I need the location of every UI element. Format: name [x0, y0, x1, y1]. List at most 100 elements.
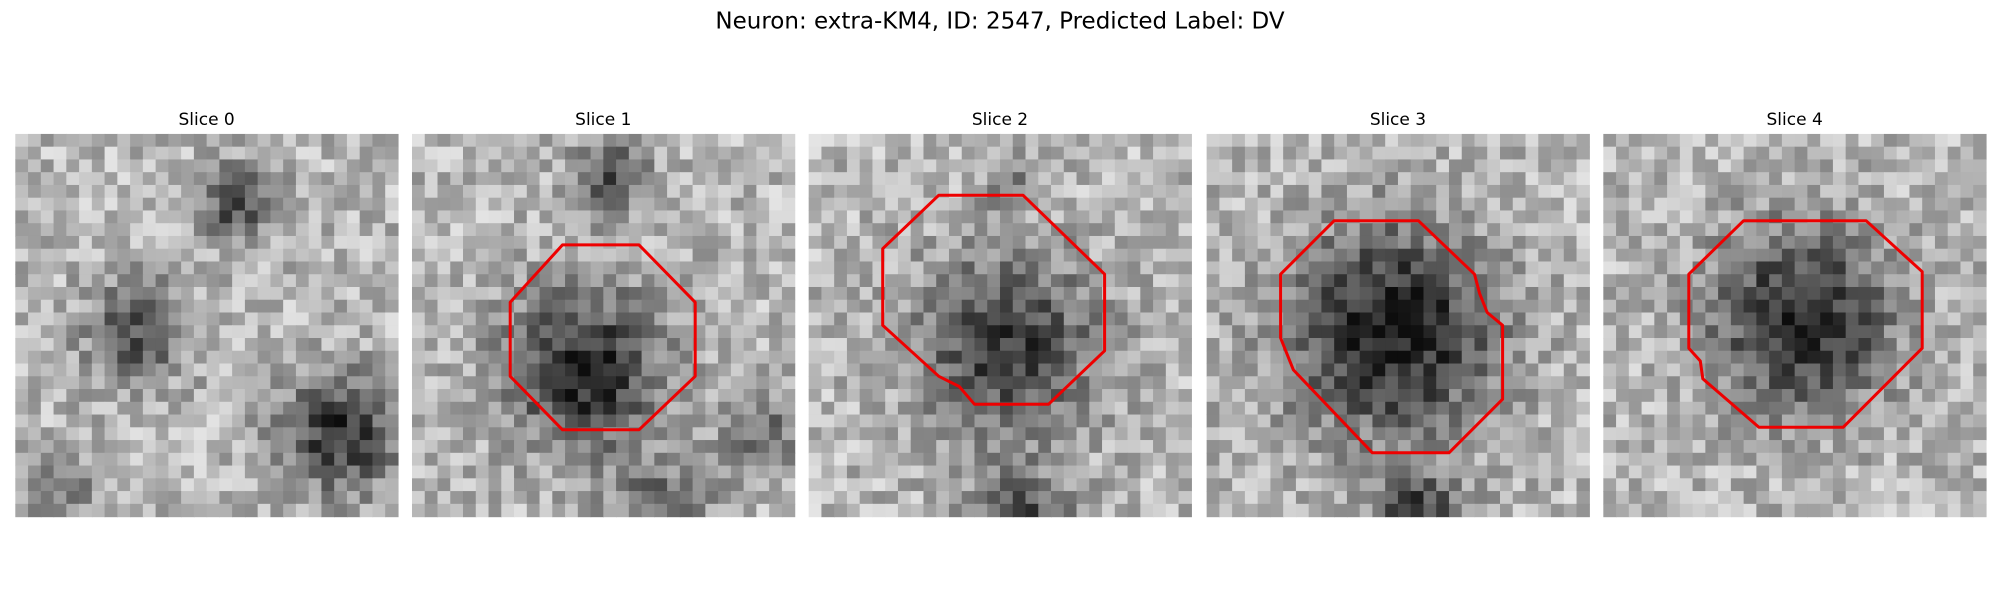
pixel [565, 159, 579, 173]
pixel [411, 146, 426, 161]
pixel [1372, 223, 1386, 237]
pixel [730, 274, 745, 288]
pixel [1641, 261, 1655, 275]
pixel [40, 159, 55, 173]
pixel [1832, 274, 1847, 288]
pixel [654, 312, 668, 326]
pixel [1372, 465, 1386, 479]
pixel [1114, 312, 1129, 326]
pixel [539, 159, 553, 173]
pixel [808, 325, 823, 339]
pixel [654, 440, 668, 454]
pixel [654, 248, 668, 263]
pixel [91, 478, 106, 492]
pixel [53, 133, 67, 148]
pixel [1973, 414, 1987, 428]
pixel [1410, 159, 1425, 173]
pixel [168, 299, 182, 314]
pixel [1038, 248, 1052, 263]
pixel [1743, 376, 1757, 390]
pixel [885, 440, 899, 454]
pixel [181, 261, 195, 275]
pixel [424, 184, 439, 199]
pixel [40, 325, 55, 339]
pixel [1000, 133, 1014, 148]
pixel [756, 197, 770, 212]
pixel [1718, 312, 1732, 326]
pixel [181, 146, 195, 161]
pixel [1756, 440, 1770, 454]
pixel [1616, 401, 1630, 416]
pixel [679, 197, 694, 212]
pixel [91, 286, 106, 301]
pixel [897, 210, 912, 224]
pixel [1012, 414, 1027, 428]
pixel [756, 338, 770, 352]
pixel [321, 401, 335, 416]
pixel [1385, 286, 1399, 301]
pixel [1038, 478, 1052, 492]
pixel [1334, 172, 1348, 186]
pixel [308, 440, 323, 454]
pixel [1896, 325, 1911, 339]
pixel [1820, 184, 1834, 199]
pixel [1525, 401, 1539, 416]
pixel [1232, 376, 1246, 390]
pixel [1551, 274, 1565, 288]
pixel [1410, 491, 1425, 505]
pixel [437, 503, 451, 518]
pixel [743, 299, 757, 314]
pixel [974, 478, 988, 492]
pixel [334, 235, 348, 250]
pixel [1385, 338, 1399, 352]
pixel [1858, 338, 1872, 352]
pixel [1461, 312, 1476, 326]
pixel [1896, 184, 1911, 199]
pixel [743, 440, 757, 454]
pixel [40, 503, 55, 518]
pixel [1206, 427, 1220, 441]
pixel [1769, 465, 1783, 479]
pixel [1692, 299, 1706, 314]
pixel [91, 159, 106, 173]
pixel [1692, 389, 1706, 403]
pixel [1012, 491, 1027, 505]
pixel [168, 414, 182, 428]
pixel [488, 184, 502, 199]
pixel [628, 491, 643, 505]
pixel [1257, 261, 1272, 275]
pixel [1012, 299, 1027, 314]
pixel [40, 401, 55, 416]
pixel [897, 478, 912, 492]
pixel [53, 261, 67, 275]
pixel [692, 452, 706, 467]
pixel [923, 210, 937, 224]
pixel [1308, 491, 1323, 505]
pixel [1102, 427, 1116, 441]
pixel [730, 376, 745, 390]
pixel [718, 350, 732, 365]
pixel [936, 427, 950, 441]
pixel [1385, 478, 1399, 492]
pixel [1960, 133, 1974, 148]
pixel [40, 414, 55, 428]
pixel [1883, 401, 1898, 416]
pixel [834, 440, 848, 454]
pixel [117, 465, 131, 479]
pixel [846, 414, 861, 428]
pixel [155, 133, 169, 148]
pixel [91, 414, 106, 428]
pixel [1654, 338, 1668, 352]
pixel [1616, 133, 1630, 148]
pixel [679, 210, 694, 224]
pixel [1270, 261, 1284, 275]
pixel [1641, 274, 1655, 288]
pixel [295, 133, 310, 148]
pixel [923, 299, 937, 314]
pixel [679, 248, 694, 263]
pixel [1973, 133, 1987, 148]
pixel [359, 427, 374, 441]
pixel [1947, 261, 1962, 275]
figure-title: Neuron: extra-KM4, ID: 2547, Predicted L… [715, 9, 1284, 35]
pixel [808, 338, 823, 352]
